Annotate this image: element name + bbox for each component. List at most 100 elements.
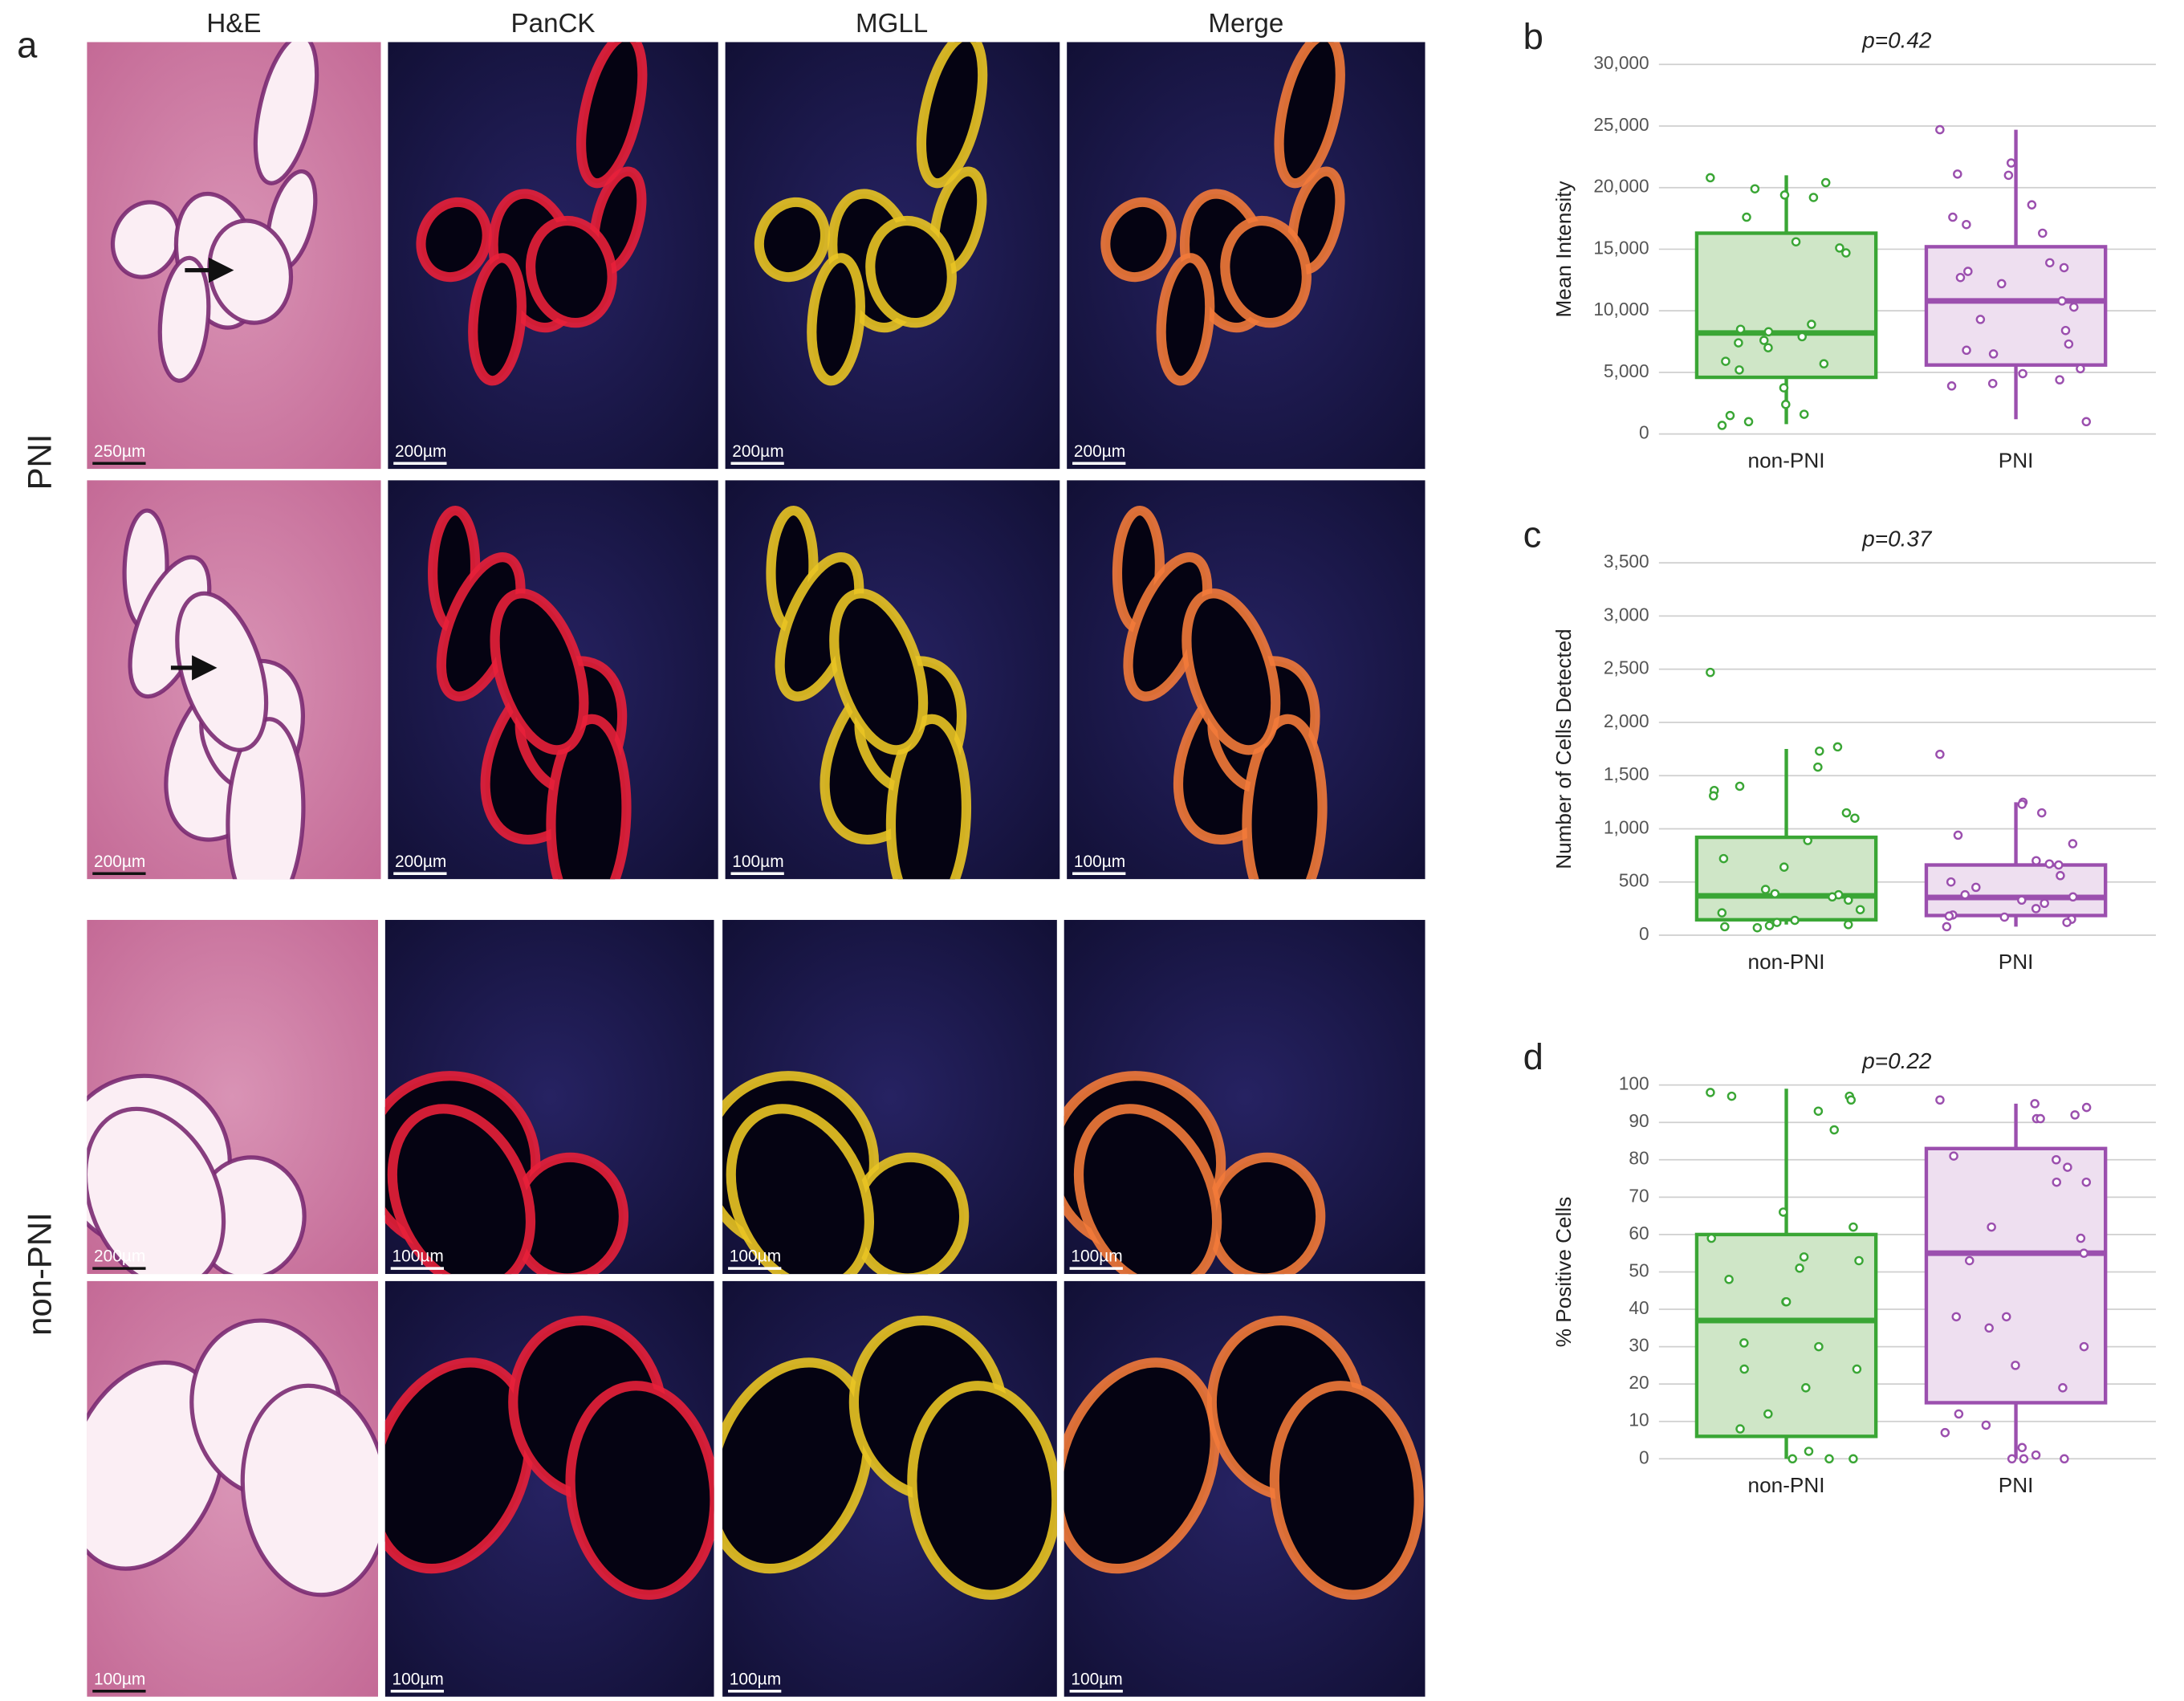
scale-bar-label: 100µm (1074, 853, 1125, 871)
y-axis-label: Number of Cells Detected (1552, 629, 1576, 869)
x-tick-label: non-PNI (1748, 950, 1825, 974)
chart-title: p=0.22 (1861, 1048, 1932, 1073)
data-point (1999, 912, 2010, 922)
data-point (2030, 1099, 2040, 1109)
y-tick-label: 1,500 (1604, 763, 1649, 784)
data-point (2076, 1233, 2086, 1243)
data-point (2081, 417, 2092, 427)
box (1924, 1146, 2108, 1405)
y-tick-label: 0 (1639, 422, 1649, 443)
x-tick-label: non-PNI (1748, 1473, 1825, 1497)
data-point (1935, 124, 1945, 135)
data-point (1717, 908, 1727, 918)
data-point (1981, 1420, 1991, 1430)
y-tick-label: 2,000 (1604, 710, 1649, 731)
y-tick-label: 20,000 (1593, 176, 1649, 197)
y-tick-label: 10,000 (1593, 299, 1649, 319)
gland (807, 253, 865, 386)
scale-bar-label: 100µm (1071, 1670, 1122, 1688)
data-point (2001, 1312, 2011, 1322)
data-point (2058, 1383, 2068, 1393)
data-point (2044, 859, 2055, 869)
data-point (1813, 1106, 1824, 1116)
gland (1274, 42, 1345, 189)
data-point (1735, 324, 1746, 334)
data-point (1706, 1088, 1715, 1097)
data-point (1770, 889, 1780, 899)
data-point (2068, 839, 2078, 848)
data-point (1935, 749, 1945, 759)
data-point (2003, 170, 2014, 181)
gland (1064, 1357, 1220, 1574)
data-point (1735, 1424, 1745, 1434)
data-point (1781, 1296, 1792, 1307)
column-header: MGLL (856, 9, 928, 39)
data-point (2027, 200, 2037, 210)
data-point (2081, 1177, 2092, 1187)
data-point (1759, 336, 1769, 345)
data-point (1772, 918, 1782, 927)
data-point (1807, 319, 1816, 329)
data-point (1743, 417, 1754, 427)
data-point (1953, 830, 1963, 840)
micrograph: 100µm (87, 1280, 379, 1697)
x-tick-label: PNI (1999, 448, 2034, 472)
data-point (1709, 791, 1718, 801)
data-point (1763, 327, 1774, 337)
scale-bar-label: 250µm (94, 442, 145, 461)
scale-bar-label: 200µm (1074, 442, 1125, 461)
row-label: non-PNI (21, 1212, 59, 1336)
data-point (2062, 918, 2072, 927)
box (1924, 863, 2108, 918)
data-point (1815, 746, 1824, 756)
data-point (1763, 1409, 1773, 1419)
data-point (1721, 356, 1731, 366)
data-point (1720, 922, 1730, 932)
gland (726, 1104, 874, 1275)
chart-title: p=0.37 (1861, 527, 1933, 551)
gland (565, 1381, 714, 1600)
micrograph-content (722, 1280, 1057, 1697)
scale-bar-label: 100µm (730, 1247, 781, 1266)
micrograph: 200µm (725, 42, 1060, 470)
gland (865, 215, 957, 328)
y-tick-label: 3,500 (1604, 551, 1649, 572)
data-point (1843, 920, 1853, 930)
y-tick-label: 15,000 (1593, 237, 1649, 258)
gland (885, 714, 972, 880)
data-point (1828, 892, 1837, 902)
gland (1220, 215, 1312, 328)
data-point (1954, 1409, 1964, 1419)
data-point (2063, 1162, 2072, 1172)
data-point (1848, 1222, 1858, 1232)
box (1694, 835, 1878, 922)
data-point (1987, 378, 1998, 389)
y-tick-label: 50 (1629, 1259, 1649, 1280)
scale-bar-label: 100µm (392, 1247, 443, 1266)
gland (754, 197, 831, 283)
data-point (2018, 368, 2027, 379)
y-tick-label: 10 (1629, 1410, 1649, 1430)
data-point (1803, 836, 1812, 845)
micrograph-content (388, 42, 718, 470)
panel-label: a (17, 24, 38, 65)
data-point (2079, 1341, 2089, 1352)
gland (1242, 714, 1328, 880)
data-point (1790, 915, 1800, 926)
micrograph: 200µm (87, 480, 381, 880)
scale-bar-label: 100µm (94, 1670, 145, 1688)
data-point (1848, 1454, 1858, 1464)
data-point (1726, 1091, 1737, 1101)
data-point (1971, 882, 1981, 893)
data-point (1779, 190, 1790, 200)
panel-label: c (1523, 515, 1542, 555)
micrograph: 250µm (87, 42, 381, 470)
gland (907, 1381, 1057, 1600)
data-point (2069, 302, 2079, 312)
data-point (1760, 885, 1771, 894)
data-point (2040, 898, 2049, 909)
box (1694, 1232, 1878, 1439)
micrograph: 100µm (1064, 919, 1425, 1275)
data-point (2007, 1454, 2017, 1464)
data-point (1962, 219, 1971, 230)
